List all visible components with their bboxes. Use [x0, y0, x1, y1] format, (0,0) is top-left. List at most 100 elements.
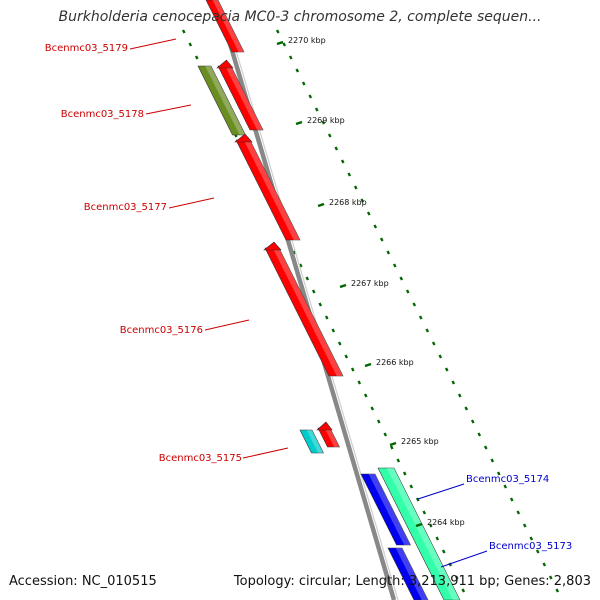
gc-skew-dot — [444, 367, 449, 372]
gc-skew-dot — [275, 29, 280, 34]
gene-label[interactable]: Bcenmc03_5174 — [466, 474, 549, 485]
gene-bar-5173-sheen — [395, 548, 428, 600]
gene-label[interactable]: Bcenmc03_5178 — [61, 109, 144, 120]
gene-label[interactable]: Bcenmc03_5176 — [120, 325, 203, 336]
gene-label[interactable]: Bcenmc03_5179 — [45, 43, 128, 54]
gene-bar-5177-sheen — [243, 140, 300, 240]
kbp-tick-track: 2270 kbp 2269 kbp 2268 kbp 2267 kbp 2266 kbp… — [276, 36, 465, 528]
gene-bar-cyan — [299, 429, 324, 454]
gc-skew-dot — [503, 484, 508, 489]
gc-content-dot — [298, 263, 303, 268]
gc-skew-dot — [399, 276, 404, 281]
gene-leader-line — [417, 483, 465, 500]
genome-summary-text: Topology: circular; Length: 3,213,911 bp… — [233, 574, 591, 589]
gc-skew-dot — [308, 94, 313, 99]
gc-skew-dot — [457, 393, 462, 398]
gc-content-dot — [331, 328, 336, 333]
gc-skew-dot — [464, 406, 469, 411]
tick-label: 2265 kbp — [401, 437, 439, 446]
gc-content-dot — [370, 406, 375, 411]
gc-content-dot — [415, 497, 420, 502]
gc-skew-dot — [347, 172, 352, 177]
gc-content-dot — [376, 419, 381, 424]
gene-leader-line — [129, 38, 177, 50]
gc-skew-dot — [548, 575, 553, 580]
gc-skew-dot — [529, 536, 534, 541]
gc-content-dot — [337, 341, 342, 346]
tick-mark — [339, 283, 347, 289]
gene-bar-5178-arrow — [216, 59, 234, 69]
gc-skew-dot — [314, 107, 319, 112]
gene-leader-line — [440, 550, 488, 568]
tick-mark — [364, 362, 372, 368]
gc-skew-dot — [555, 588, 560, 593]
gc-content-dot — [305, 276, 310, 281]
gc-skew-dot — [392, 263, 397, 268]
gc-skew-dot — [288, 55, 293, 60]
gc-content-dot — [344, 354, 349, 359]
gc-skew-dot — [509, 497, 514, 502]
gene-bar-5178-sheen — [225, 66, 263, 130]
gene-leader-line — [168, 197, 215, 209]
tick-mark — [317, 202, 325, 208]
gc-content-dot — [181, 29, 186, 34]
gc-skew-dot — [496, 471, 501, 476]
gc-content-dot — [318, 302, 323, 307]
gene-bar-5175-arrow — [316, 421, 333, 431]
gc-content-dot — [188, 42, 193, 47]
gene-bar-5176-sheen — [272, 248, 343, 376]
map-title: Burkholderia cenocepacia MC0-3 chromosom… — [58, 9, 542, 25]
gc-content-dot — [428, 523, 433, 528]
tick-label: 2269 kbp — [307, 116, 345, 125]
gc-content-dot — [461, 588, 466, 593]
gene-track — [197, 0, 461, 600]
gc-skew-dot — [516, 510, 521, 515]
accession-text: Accession: NC_010515 — [9, 574, 157, 589]
gc-content-dot — [357, 380, 362, 385]
gc-skew-dot — [490, 458, 495, 463]
gc-skew-dot — [282, 42, 287, 47]
gc-skew-dot — [438, 354, 443, 359]
gc-content-dot — [422, 510, 427, 515]
gc-skew-dot — [366, 211, 371, 216]
gene-label[interactable]: Bcenmc03_5173 — [489, 541, 572, 552]
gene-leader-line — [242, 447, 289, 459]
gene-label[interactable]: Bcenmc03_5175 — [159, 453, 242, 464]
gc-skew-dot — [334, 146, 339, 151]
gene-bar-5173 — [387, 547, 429, 600]
gene-label[interactable]: Bcenmc03_5177 — [84, 202, 167, 213]
gc-skew-dot — [542, 562, 547, 567]
gene-bar-5175-sheen — [324, 428, 340, 447]
gene-bar-5177-arrow — [234, 133, 253, 143]
tick-label: 2267 kbp — [351, 279, 389, 288]
gc-skew-dot — [340, 159, 345, 164]
gc-skew-dot — [522, 523, 527, 528]
gene-leader-line — [204, 319, 250, 331]
gc-skew-dot — [425, 328, 430, 333]
gene-bar-olive-sheen — [205, 66, 246, 135]
gc-content-dot — [402, 471, 407, 476]
tick-mark — [295, 120, 303, 126]
gc-content-dot — [396, 458, 401, 463]
gc-content-dot — [389, 445, 394, 450]
gc-skew-dot — [386, 250, 391, 255]
gc-skew-dot — [360, 198, 365, 203]
gc-skew-dot — [321, 120, 326, 125]
gc-skew-dot — [477, 432, 482, 437]
gc-skew-dot — [451, 380, 456, 385]
gc-content-dot — [194, 55, 199, 60]
gene-bar-cyan-sheen — [306, 430, 324, 453]
gc-content-dot — [454, 575, 459, 580]
gc-skew-dot — [373, 224, 378, 229]
gc-content-dot — [363, 393, 368, 398]
gc-content-dot — [324, 315, 329, 320]
gc-content-dot — [435, 536, 440, 541]
gene-bar-5179-sheen — [212, 0, 244, 52]
gc-skew-dot — [327, 133, 332, 138]
gc-skew-dot — [379, 237, 384, 242]
gc-skew-dot — [295, 68, 300, 73]
gc-content-dot — [383, 432, 388, 437]
gc-content-dot — [292, 250, 297, 255]
